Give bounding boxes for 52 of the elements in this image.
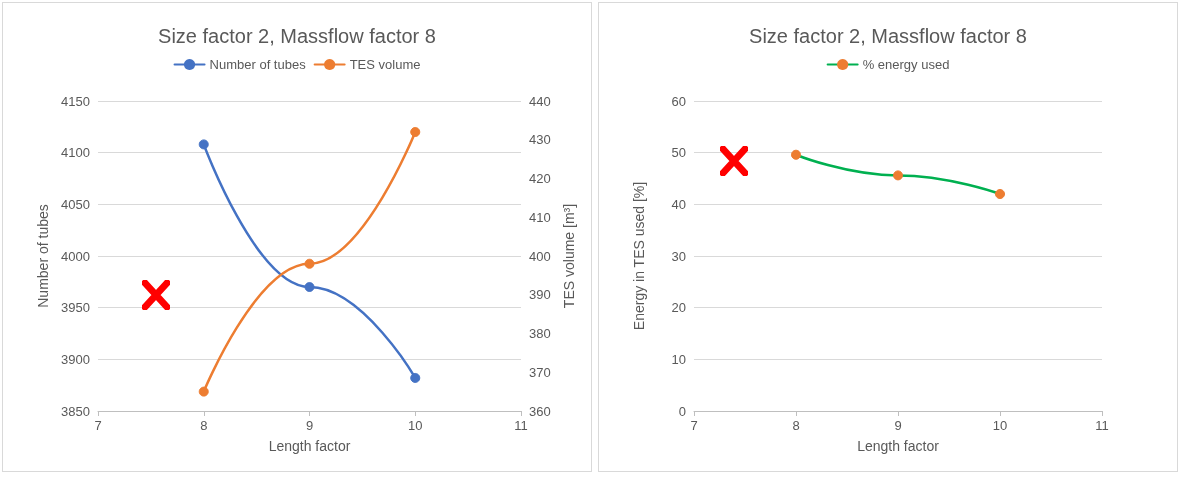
x-tick-label: 11 — [514, 418, 528, 433]
y-tick-label: 4000 — [61, 248, 90, 264]
x-tick-label: 8 — [200, 418, 208, 433]
x-tick-label: 9 — [305, 418, 314, 433]
y-tick-label: 4150 — [61, 93, 90, 109]
y-tick-label: 3850 — [61, 403, 90, 419]
legend-label: % energy used — [862, 57, 950, 72]
y-tick-label: 30 — [671, 248, 686, 264]
y2-tick-label: 430 — [529, 132, 551, 148]
point — [995, 189, 1005, 199]
point — [304, 258, 315, 269]
y2-tick-label: 440 — [529, 93, 551, 109]
y-axis-title: Energy in TES used [%] — [631, 181, 647, 331]
chart-title: Size factor 2, Massflow factor 8 — [749, 25, 1027, 47]
x-tick-label: 10 — [992, 418, 1008, 433]
y-tick-label: 3950 — [61, 300, 90, 316]
point — [410, 372, 421, 383]
x-tick-label: 10 — [408, 418, 423, 433]
y-tick-label: 10 — [671, 351, 686, 367]
y2-axis-title: TES volume [m³] — [560, 203, 577, 309]
y-axis-title: Number of tubes — [35, 204, 51, 308]
x-tick-label: 7 — [690, 418, 698, 433]
y2-tick-label: 360 — [529, 403, 551, 419]
point — [198, 139, 209, 150]
y-tick-label: 20 — [671, 300, 686, 316]
y2-tick-label: 420 — [529, 171, 551, 186]
x-tick-label: 8 — [792, 418, 800, 433]
point — [410, 127, 421, 137]
y-tick-label: 50 — [671, 145, 686, 161]
x-tick-label: 11 — [1095, 418, 1109, 433]
x-axis-title: Length factor — [857, 438, 940, 454]
point — [304, 282, 315, 292]
y-tick-label: 60 — [671, 93, 686, 109]
point — [791, 149, 801, 160]
y-tick-label: 4100 — [61, 145, 90, 161]
y-tick-label: 0 — [678, 403, 686, 419]
legend-label: TES volume — [349, 57, 421, 72]
legend-label: Number of tubes — [209, 57, 307, 72]
x-tick-label: 9 — [894, 418, 902, 433]
x-axis-title: Length factor — [268, 438, 351, 454]
y-tick-label: 3900 — [61, 351, 90, 367]
y2-tick-label: 410 — [529, 209, 551, 225]
point — [893, 170, 903, 181]
y2-tick-label: 370 — [529, 364, 551, 380]
y2-tick-label: 390 — [529, 287, 551, 303]
y2-tick-label: 400 — [529, 248, 551, 264]
y2-tick-label: 380 — [529, 326, 551, 341]
x-tick-label: 7 — [94, 418, 102, 433]
y-tick-label: 40 — [671, 196, 686, 212]
chart-title: Size factor 2, Massflow factor 8 — [158, 25, 436, 47]
y-tick-label: 4050 — [61, 196, 90, 212]
point — [198, 386, 209, 397]
